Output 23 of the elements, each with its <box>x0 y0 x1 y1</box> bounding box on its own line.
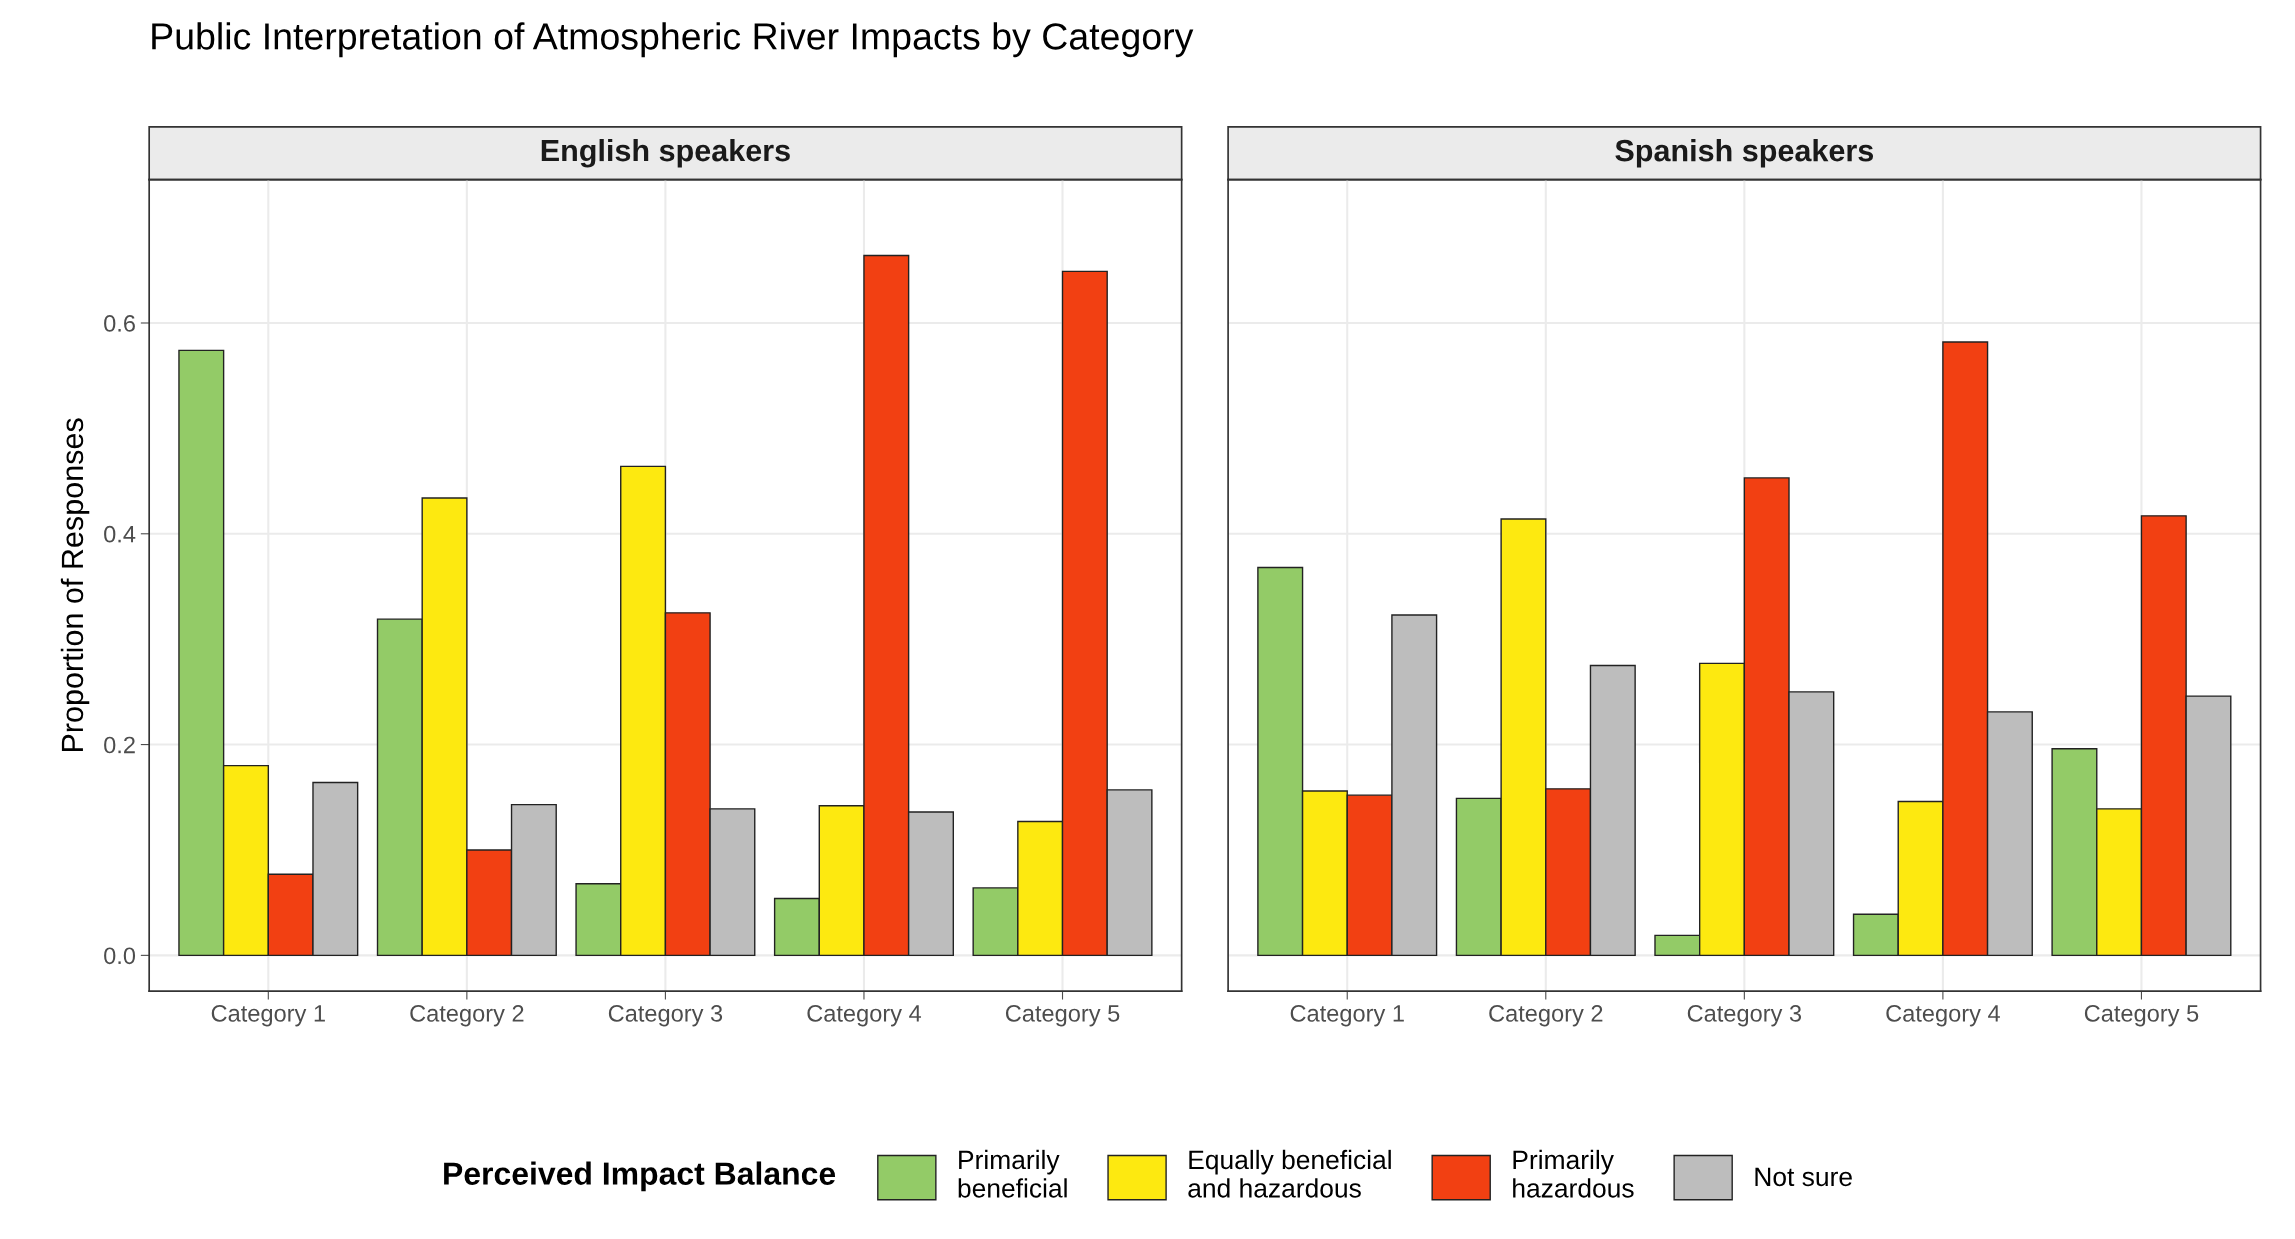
x-tick-label: Category 4 <box>807 1005 922 1027</box>
x-tick-label: Category 5 <box>2084 1005 2199 1027</box>
x-tick-label: Category 1 <box>1290 1005 1404 1027</box>
x-tick-label: Category 3 <box>1687 1005 1802 1027</box>
legend-label: Primarily beneficial <box>958 1149 1067 1198</box>
legend-label: Equally beneficial and hazardous <box>1188 1149 1391 1198</box>
legend-label: Not sure <box>1755 1167 1852 1187</box>
x-tick-label: Category 3 <box>608 1005 723 1027</box>
y-tick-label: 0.2 <box>104 736 135 754</box>
x-tick-label: Category 1 <box>211 1005 325 1027</box>
y-tick-label: 0.6 <box>104 315 135 332</box>
y-axis-title: Proportion of Responses <box>60 418 90 752</box>
y-tick-label: 0.4 <box>104 525 136 543</box>
x-tick-label: Category 5 <box>1005 1005 1120 1027</box>
x-tick-label: Category 2 <box>1489 1005 1603 1027</box>
chart-subtitle: English speakers <box>541 138 790 168</box>
x-tick-label: Category 2 <box>410 1005 524 1027</box>
legend-label: Primarily hazardous <box>1513 1149 1634 1198</box>
y-tick-label: 0.0 <box>104 947 136 965</box>
legend-title: Perceived Impact Balance <box>444 1161 836 1192</box>
x-tick-label: Category 4 <box>1886 1005 2000 1027</box>
chart-subtitle: Spanish speakers <box>1615 139 1874 168</box>
chart-title: Public Interpretation of Atmospheric River Impacts by Category <box>152 22 1194 58</box>
